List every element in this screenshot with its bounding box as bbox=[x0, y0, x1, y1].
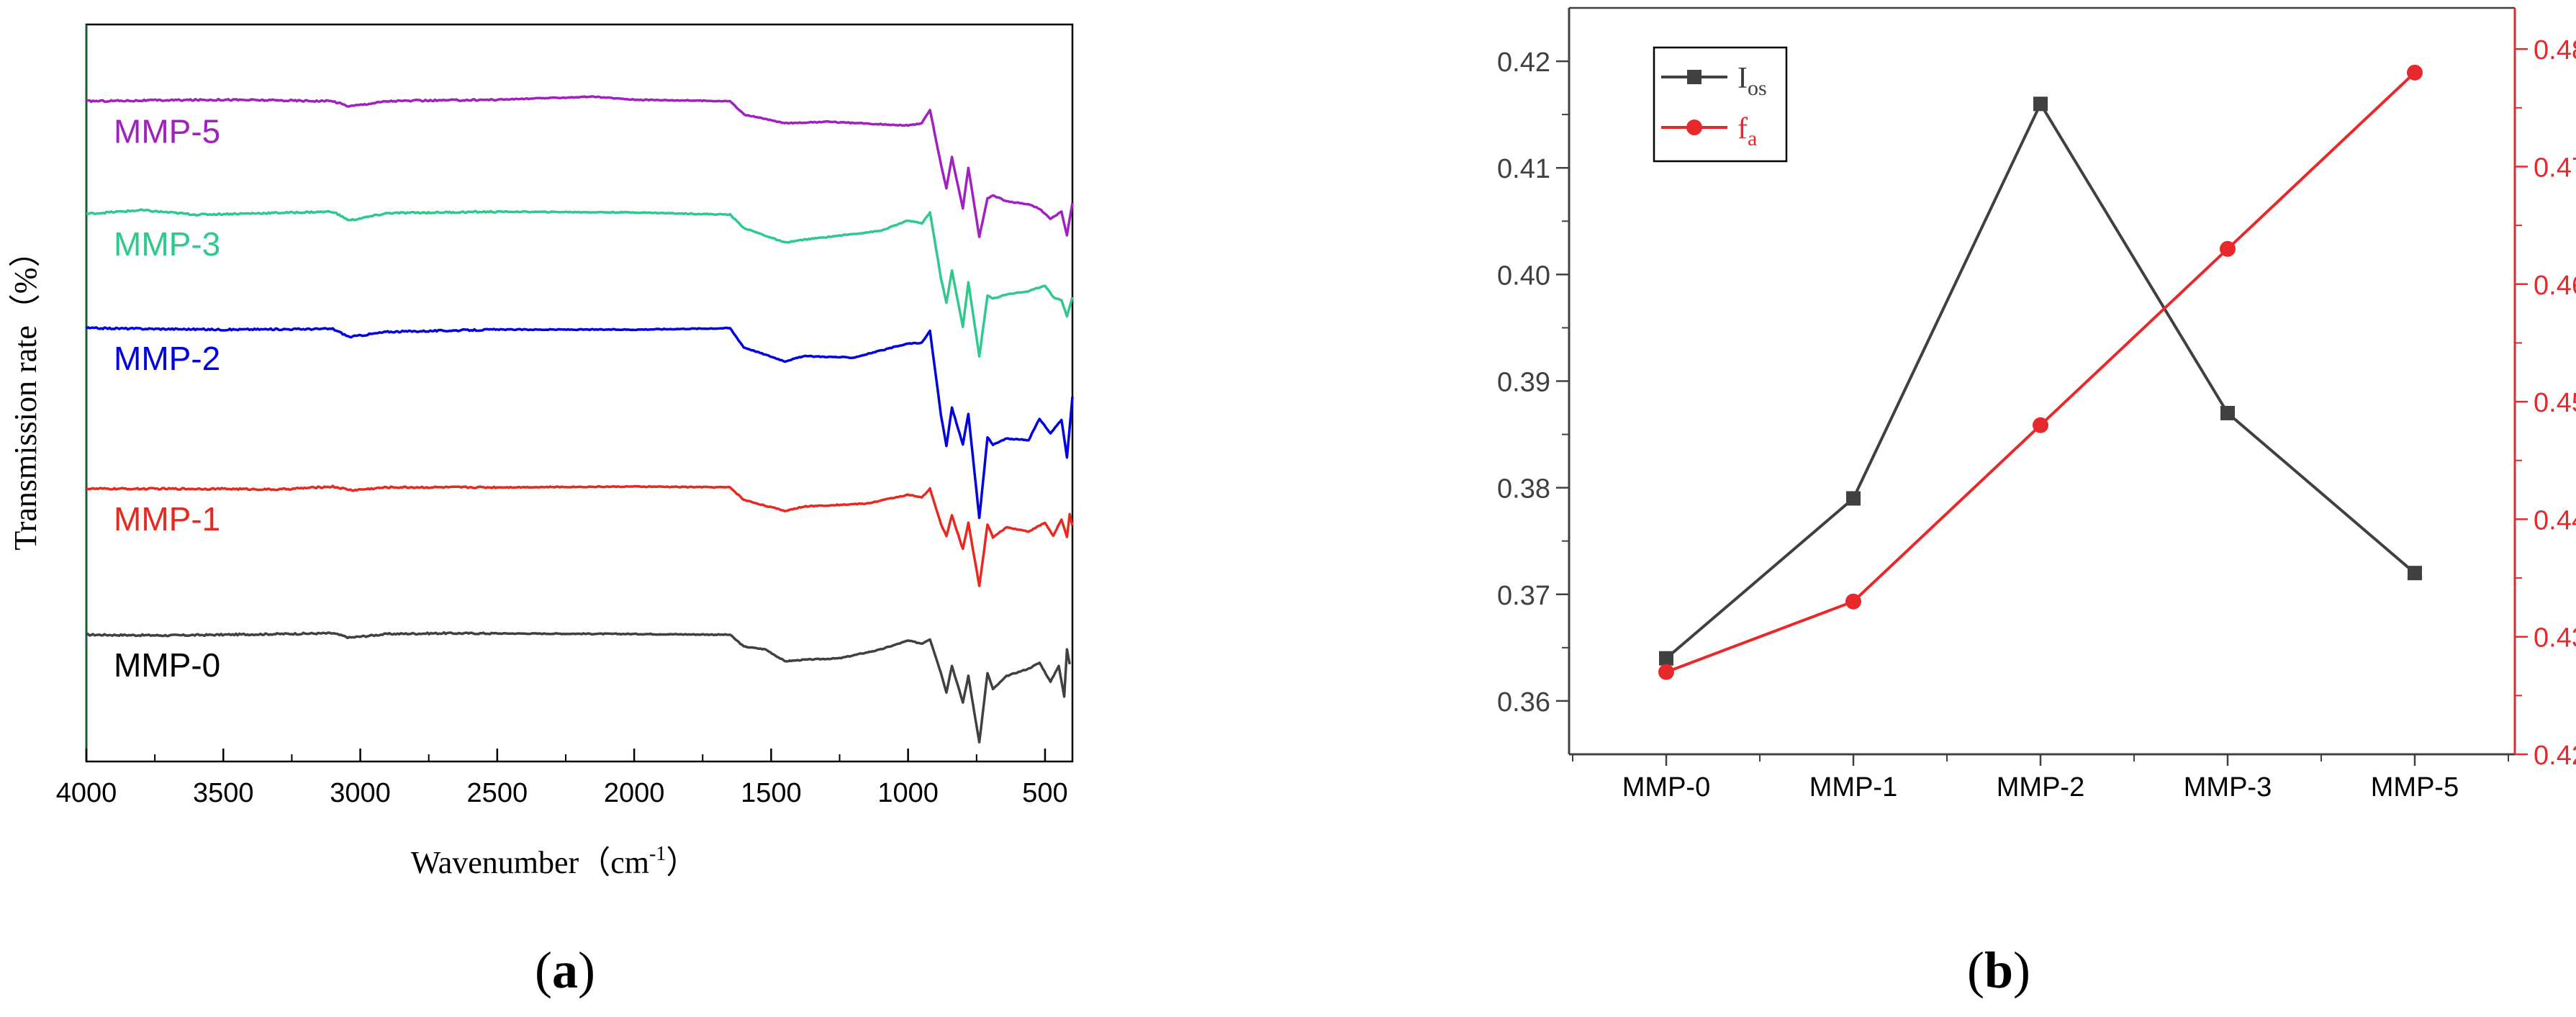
x-tick-label-2000: 2000 bbox=[604, 778, 665, 808]
legend-box bbox=[1653, 46, 1788, 163]
left-tick-label: 0.39 bbox=[1497, 368, 1550, 398]
x-tick-label-2500: 2500 bbox=[467, 778, 528, 808]
panel-a-x-axis-label: Wavenumber（cm-1） bbox=[411, 843, 698, 880]
category-label: MMP-2 bbox=[1997, 772, 2084, 803]
x-tick-label-4000: 4000 bbox=[56, 778, 117, 808]
category-label: MMP-1 bbox=[1809, 772, 1897, 803]
series-label-mmp-3: MMP-3 bbox=[114, 225, 220, 263]
panel-a-series-labels: MMP-0 MMP-1 MMP-2 MMP-3 MMP-5 bbox=[114, 112, 220, 683]
x-tick-label-3000: 3000 bbox=[330, 778, 391, 808]
category-label: MMP-5 bbox=[2371, 772, 2459, 803]
legend-ios-label: Ios bbox=[1737, 62, 1767, 100]
spectrum-mmp-2 bbox=[86, 326, 1074, 520]
x-tick-label-3500: 3500 bbox=[193, 778, 254, 808]
series-label-mmp-0: MMP-0 bbox=[114, 646, 220, 684]
legend-ios-marker bbox=[1687, 70, 1701, 84]
panel-a-plot-frame bbox=[85, 23, 1074, 763]
x-tick-label-1500: 1500 bbox=[741, 778, 802, 808]
left-tick-label: 0.40 bbox=[1497, 261, 1550, 291]
legend-fa-label: fa bbox=[1737, 112, 1757, 150]
panel-a: 4000 3500 3000 2500 2000 1500 1000 500 MMP-0MMP… bbox=[8, 23, 1074, 999]
point-Ios bbox=[2408, 566, 2422, 581]
point-Ios bbox=[1659, 651, 1673, 666]
point-fa bbox=[1658, 664, 1674, 680]
right-tick-label: 0.45 bbox=[2534, 388, 2576, 418]
point-fa bbox=[1845, 593, 1861, 610]
spectrum-mmp-0 bbox=[86, 630, 1071, 743]
series-line-Ios bbox=[1665, 101, 2416, 660]
panel-a-x-ticks: 4000 3500 3000 2500 2000 1500 1000 500 bbox=[56, 749, 1068, 808]
point-Ios bbox=[1846, 491, 1861, 506]
series-label-mmp-1: MMP-1 bbox=[114, 500, 220, 538]
right-tick-label: 0.44 bbox=[2534, 505, 2576, 535]
right-tick-label: 0.42 bbox=[2534, 741, 2576, 771]
spectrum-mmp-1 bbox=[86, 484, 1074, 587]
spectrum-mmp-3 bbox=[86, 208, 1074, 358]
point-Ios bbox=[2220, 405, 2235, 420]
point-fa bbox=[2033, 417, 2048, 433]
panel-b-label: (b) bbox=[1967, 941, 2030, 999]
point-Ios bbox=[2033, 96, 2048, 112]
panel-b-series bbox=[1658, 64, 2423, 680]
series-label-mmp-2: MMP-2 bbox=[114, 340, 220, 377]
right-tick-label: 0.46 bbox=[2534, 271, 2576, 301]
x-tick-label-500: 500 bbox=[1022, 778, 1067, 808]
category-label: MMP-0 bbox=[1622, 772, 1710, 803]
panel-a-y-axis-label: Transmission rate（%） bbox=[8, 235, 43, 550]
panel-b: 0.360.370.380.390.400.410.42 0.420.430.4… bbox=[1497, 6, 2576, 999]
left-tick-label: 0.37 bbox=[1497, 581, 1550, 611]
category-label: MMP-3 bbox=[2184, 772, 2272, 803]
panel-b-left-ticks: 0.36 0.37 0.38 0.39 0.40 0.41 0.42 bbox=[1497, 48, 1569, 718]
panel-b-right-ticks: 0.42 0.43 0.44 0.45 0.46 0.47 0.48 bbox=[2515, 35, 2576, 771]
left-tick-label: 0.42 bbox=[1497, 48, 1550, 78]
left-tick-label: 0.36 bbox=[1497, 687, 1550, 718]
panel-b-category-labels: MMP-0 MMP-1 MMP-2 MMP-3 MMP-5 bbox=[1572, 754, 2509, 803]
right-tick-label: 0.43 bbox=[2534, 623, 2576, 654]
point-fa bbox=[2220, 240, 2236, 257]
x-tick-label-1000: 1000 bbox=[877, 778, 939, 808]
panel-a-series bbox=[86, 95, 1074, 743]
series-line-fa bbox=[1666, 71, 2416, 674]
point-fa bbox=[2407, 64, 2423, 81]
series-label-mmp-5: MMP-5 bbox=[114, 112, 220, 150]
legend-fa-marker bbox=[1686, 119, 1702, 135]
left-tick-label: 0.41 bbox=[1497, 154, 1550, 184]
panel-b-legend: Ios fa bbox=[1653, 46, 1788, 163]
right-tick-label: 0.47 bbox=[2534, 153, 2576, 183]
right-tick-label: 0.48 bbox=[2534, 35, 2576, 65]
panel-a-label: (a) bbox=[535, 941, 595, 999]
left-tick-label: 0.38 bbox=[1497, 474, 1550, 505]
spectrum-mmp-5 bbox=[86, 95, 1074, 238]
